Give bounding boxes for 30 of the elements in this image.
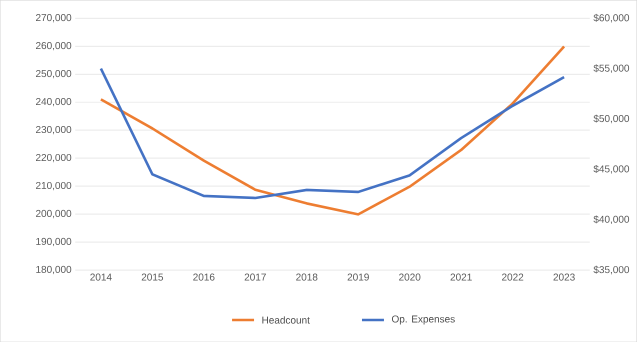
x-tick-label: 2015 — [142, 273, 164, 281]
y2-tick-label: $55,000 — [593, 64, 630, 73]
y-tick-label: 240,000 — [36, 98, 72, 106]
y-tick-label: 250,000 — [36, 70, 72, 78]
line-series — [100, 67, 566, 200]
x-tick-label: 2016 — [193, 273, 215, 281]
x-tick-label: 2023 — [553, 273, 575, 281]
y-tick-label: 230,000 — [36, 126, 72, 134]
x-tick-label: 2020 — [399, 273, 420, 281]
x-tick-label: 2021 — [450, 273, 472, 281]
y-tick-label: 260,000 — [36, 42, 72, 50]
y-tick-label: 200,000 — [36, 210, 72, 218]
y-tick-label: 180,000 — [36, 266, 72, 274]
x-tick-label: 2022 — [502, 273, 524, 281]
y-tick-label: 210,000 — [36, 182, 72, 190]
legend-label: Op. Expenses — [392, 315, 455, 324]
x-tick-label: 2019 — [348, 273, 369, 281]
x-tick-label: 2017 — [244, 273, 266, 281]
line-series — [100, 45, 566, 216]
y-tick-label: 270,000 — [36, 14, 72, 22]
y2-tick-label: $50,000 — [593, 114, 630, 124]
legend-label: Headcount — [262, 316, 310, 324]
y2-tick-label: $60,000 — [593, 14, 630, 22]
y2-tick-label: $45,000 — [593, 164, 630, 174]
y2-tick-label: $40,000 — [593, 215, 630, 224]
y-tick-label: 220,000 — [36, 154, 72, 162]
x-tick-label: 2018 — [296, 273, 318, 281]
y2-tick-label: $35,000 — [593, 266, 630, 274]
x-tick-label: 2014 — [90, 273, 112, 281]
y-tick-label: 190,000 — [36, 238, 72, 246]
